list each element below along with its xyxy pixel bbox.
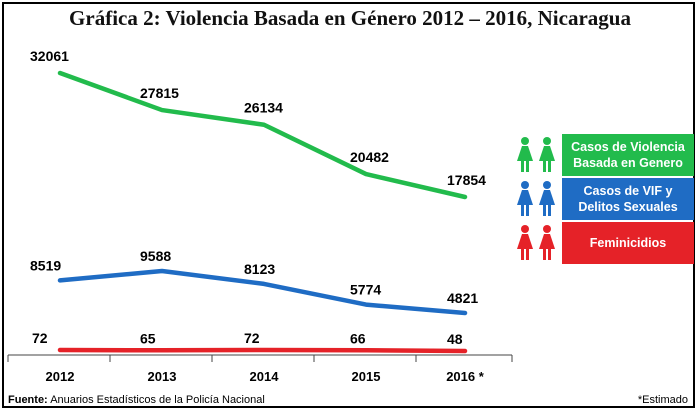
data-label-2-0: 72 [32, 330, 48, 346]
female-figure-icon [517, 137, 555, 172]
legend-label-vbg: Casos de Violencia Basada en Genero [562, 134, 694, 176]
data-point-0-0 [58, 71, 62, 75]
data-point-2-4 [463, 349, 467, 353]
data-point-0-3 [364, 172, 368, 176]
x-tick-label-2: 2014 [250, 369, 280, 384]
female-figure-2 [539, 137, 555, 172]
series-line-0 [57, 70, 468, 200]
female-figure-1 [517, 137, 533, 172]
data-point-2-0 [58, 348, 62, 352]
data-point-1-0 [58, 278, 62, 282]
data-label-2-1: 65 [140, 330, 156, 346]
female-figure-2 [539, 181, 555, 216]
data-point-0-1 [160, 108, 164, 112]
female-figure-2 [539, 225, 555, 260]
data-label-1-2: 8123 [244, 261, 275, 277]
data-label-2-2: 72 [244, 330, 260, 346]
data-point-1-3 [364, 303, 368, 307]
chart-title: Gráfica 2: Violencia Basada en Género 20… [69, 6, 631, 30]
estimate-note: *Estimado [637, 394, 688, 406]
data-point-1-2 [262, 282, 266, 286]
data-label-0-2: 26134 [244, 100, 283, 116]
female-figure-1 [517, 225, 533, 260]
data-label-1-0: 8519 [30, 257, 61, 273]
female-figure-icon [517, 181, 555, 216]
data-label-1-1: 9588 [140, 248, 171, 264]
data-label-0-1: 27815 [140, 85, 179, 101]
x-tick-label-1: 2013 [148, 369, 177, 384]
data-label-0-3: 20482 [350, 149, 389, 165]
data-label-1-4: 4821 [447, 290, 478, 306]
x-tick-label-0: 2012 [46, 369, 75, 384]
source-label: Fuente: [8, 394, 48, 406]
x-tick-label-4: 2016 * [446, 369, 485, 384]
data-point-0-4 [463, 195, 467, 199]
data-point-1-4 [463, 311, 467, 315]
legend-item-feminicidios: Feminicidios [514, 222, 694, 264]
data-point-2-1 [160, 348, 164, 352]
legend-label-feminicidios: Feminicidios [562, 222, 694, 264]
data-label-0-0: 32061 [30, 48, 69, 64]
data-label-2-4: 48 [447, 331, 463, 347]
data-label-2-3: 66 [350, 330, 366, 346]
legend-item-vbg: Casos de Violencia Basada en Genero [514, 134, 694, 176]
data-label-1-3: 5774 [350, 282, 381, 298]
data-point-2-2 [262, 348, 266, 352]
source-note: Fuente: Anuarios Estadísticos de la Poli… [8, 394, 265, 406]
data-point-2-3 [364, 348, 368, 352]
legend-item-vif: Casos de VIF y Delitos Sexuales [514, 178, 694, 220]
series-line-1 [57, 268, 468, 316]
data-point-1-1 [160, 269, 164, 273]
female-figure-icon [517, 225, 555, 260]
x-tick-label-3: 2015 [352, 369, 381, 384]
data-point-0-2 [262, 123, 266, 127]
data-label-0-4: 17854 [447, 172, 486, 188]
source-text: Anuarios Estadísticos de la Policía Naci… [50, 394, 265, 406]
series-line-2 [57, 347, 468, 354]
legend-label-vif: Casos de VIF y Delitos Sexuales [562, 178, 694, 220]
female-figure-1 [517, 181, 533, 216]
